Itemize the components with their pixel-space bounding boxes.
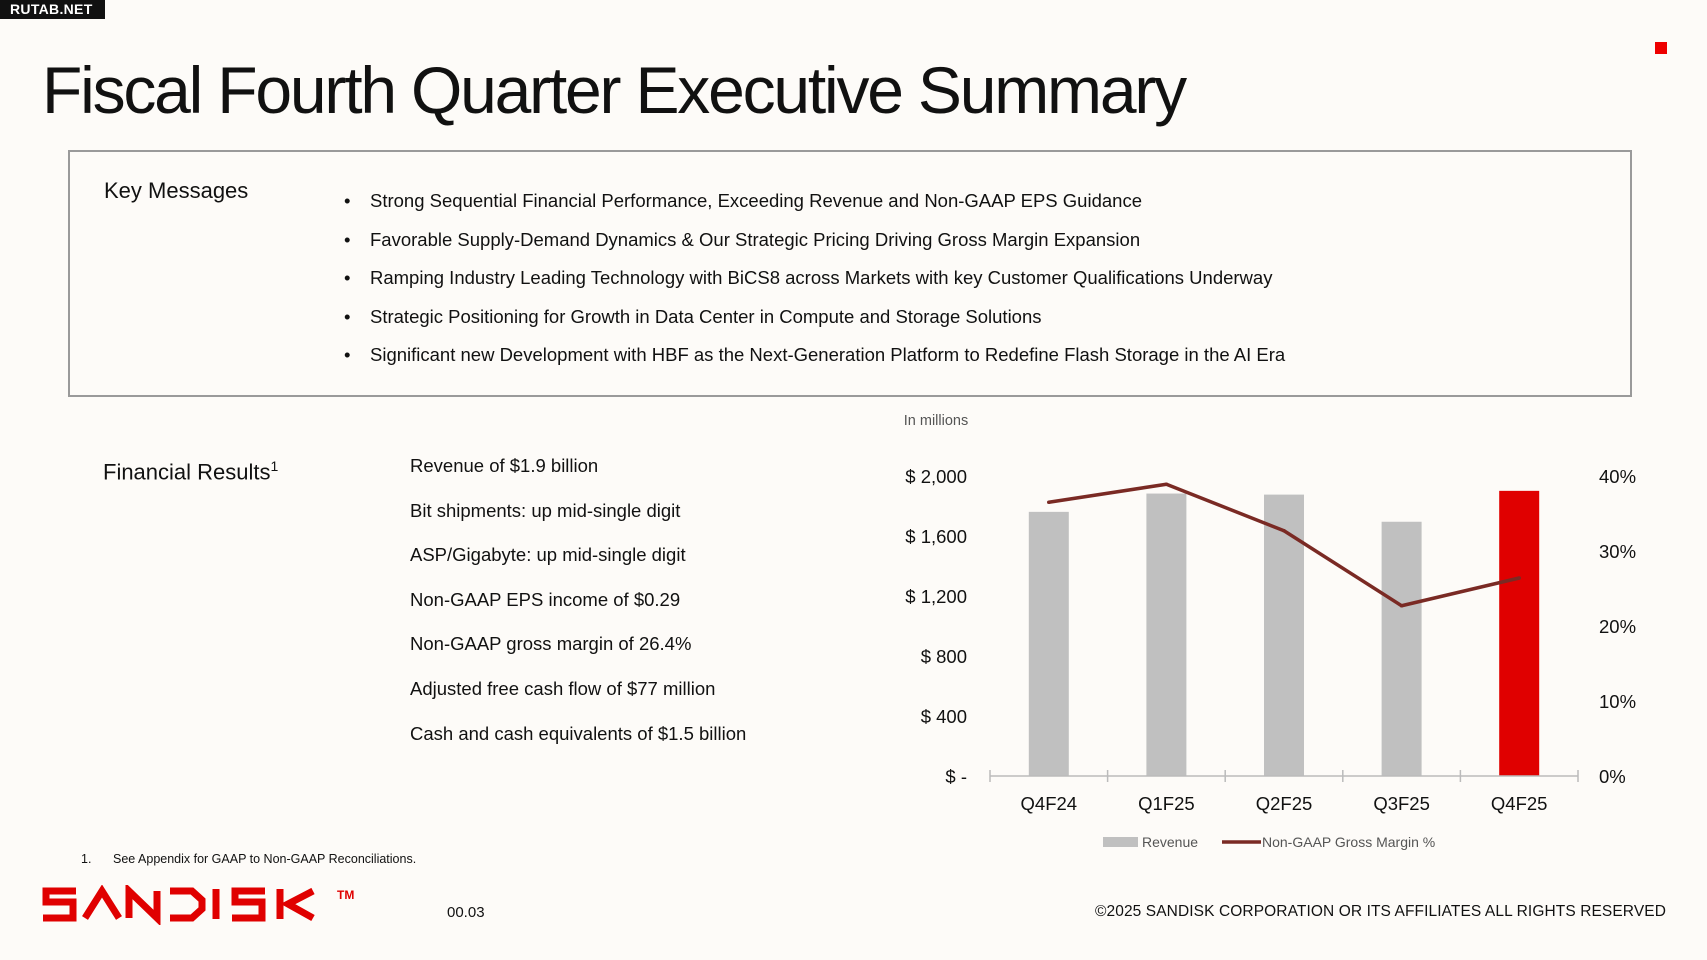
key-message-item: Significant new Development with HBF as … xyxy=(342,336,1285,375)
left-tick-label: $ 800 xyxy=(921,646,967,667)
right-tick-label: 20% xyxy=(1599,616,1636,637)
margin-point xyxy=(1399,603,1404,608)
revenue-bar xyxy=(1381,521,1422,776)
key-messages-heading: Key Messages xyxy=(104,178,249,203)
right-axis: 0% 10% 20% 30% 40% xyxy=(1599,466,1636,787)
right-tick-label: 0% xyxy=(1599,766,1626,787)
page-title: Fiscal Fourth Quarter Executive Summary xyxy=(42,53,1187,127)
page-number: 00.03 xyxy=(447,904,485,921)
legend-revenue-swatch xyxy=(1103,837,1138,847)
revenue-bar xyxy=(1146,493,1187,776)
footnote-marker: 1 xyxy=(270,458,279,474)
margin-point xyxy=(1047,500,1051,505)
revenue-bar xyxy=(1499,490,1540,776)
left-tick-label: $ 1,600 xyxy=(905,526,967,547)
right-tick-label: 30% xyxy=(1599,541,1636,562)
x-tick-label: Q3F25 xyxy=(1373,793,1430,814)
key-message-item: Strong Sequential Financial Performance,… xyxy=(342,182,1285,221)
revenue-bars xyxy=(1028,490,1540,776)
x-tick-label: Q1F25 xyxy=(1138,793,1195,814)
key-messages-list: Strong Sequential Financial Performance,… xyxy=(342,182,1285,375)
sandisk-logo: TM xyxy=(42,885,354,925)
footnote-number: 1. xyxy=(81,852,92,866)
margin-point xyxy=(1517,576,1521,580)
left-tick-label: $ - xyxy=(945,766,967,787)
financial-result-item: Non-GAAP gross margin of 26.4% xyxy=(410,633,692,655)
legend-margin-label: Non-GAAP Gross Margin % xyxy=(1262,834,1435,850)
left-tick-label: $ 1,200 xyxy=(905,586,967,607)
margin-point xyxy=(1282,528,1286,533)
financial-results-heading: Financial Results1 xyxy=(103,458,278,485)
financial-results-heading-text: Financial Results xyxy=(103,459,271,485)
x-axis: Q4F24 Q1F25 Q2F25 Q3F25 Q4F25 xyxy=(989,770,1579,814)
left-tick-label: $ 400 xyxy=(921,706,967,727)
x-tick-label: Q4F25 xyxy=(1491,793,1548,814)
revenue-bar xyxy=(1028,511,1069,776)
footnote: 1. See Appendix for GAAP to Non-GAAP Reco… xyxy=(81,852,416,866)
key-messages-box: Key Messages Strong Sequential Financial… xyxy=(68,150,1632,397)
key-message-item: Strategic Positioning for Growth in Data… xyxy=(342,298,1285,337)
margin-line xyxy=(1047,482,1521,608)
financial-result-item: ASP/Gigabyte: up mid-single digit xyxy=(410,544,686,566)
right-tick-label: 10% xyxy=(1599,691,1636,712)
financial-result-item: Bit shipments: up mid-single digit xyxy=(410,499,681,521)
x-tick-label: Q2F25 xyxy=(1256,793,1313,814)
financial-results-list: Revenue of $1.9 billion Bit shipments: u… xyxy=(410,455,746,767)
key-message-item: Favorable Supply-Demand Dynamics & Our S… xyxy=(342,221,1285,260)
chart-legend: Revenue Non-GAAP Gross Margin % xyxy=(1103,834,1435,850)
left-tick-label: $ 2,000 xyxy=(905,466,967,487)
footnote-text: See Appendix for GAAP to Non-GAAP Reconc… xyxy=(113,852,417,866)
revenue-bar xyxy=(1264,494,1304,776)
financial-result-item: Cash and cash equivalents of $1.5 billio… xyxy=(410,722,747,744)
revenue-margin-chart: In millions $ -$ 400$ 800$ 1,200$ 1,600$… xyxy=(904,413,1636,850)
financial-result-item: Non-GAAP EPS income of $0.29 xyxy=(410,588,681,610)
left-axis: $ - $ 400 $ 800 $ 1,200 $ 1,600 $ 2,000 xyxy=(905,466,967,787)
corner-mark xyxy=(1655,42,1667,54)
watermark: RUTAB.NET xyxy=(0,0,105,19)
x-tick-label: Q4F24 xyxy=(1021,793,1078,814)
key-message-item: Ramping Industry Leading Technology with… xyxy=(342,259,1285,298)
logo-trademark: TM xyxy=(337,888,354,902)
financial-result-item: Revenue of $1.9 billion xyxy=(410,455,599,476)
copyright: ©2025 SANDISK CORPORATION OR ITS AFFILIA… xyxy=(1095,903,1666,920)
financial-result-item: Adjusted free cash flow of $77 million xyxy=(410,677,716,699)
right-tick-label: 40% xyxy=(1599,466,1636,487)
legend-revenue-label: Revenue xyxy=(1142,834,1198,850)
margin-point xyxy=(1164,482,1169,487)
chart-unit-note: In millions xyxy=(904,413,968,429)
